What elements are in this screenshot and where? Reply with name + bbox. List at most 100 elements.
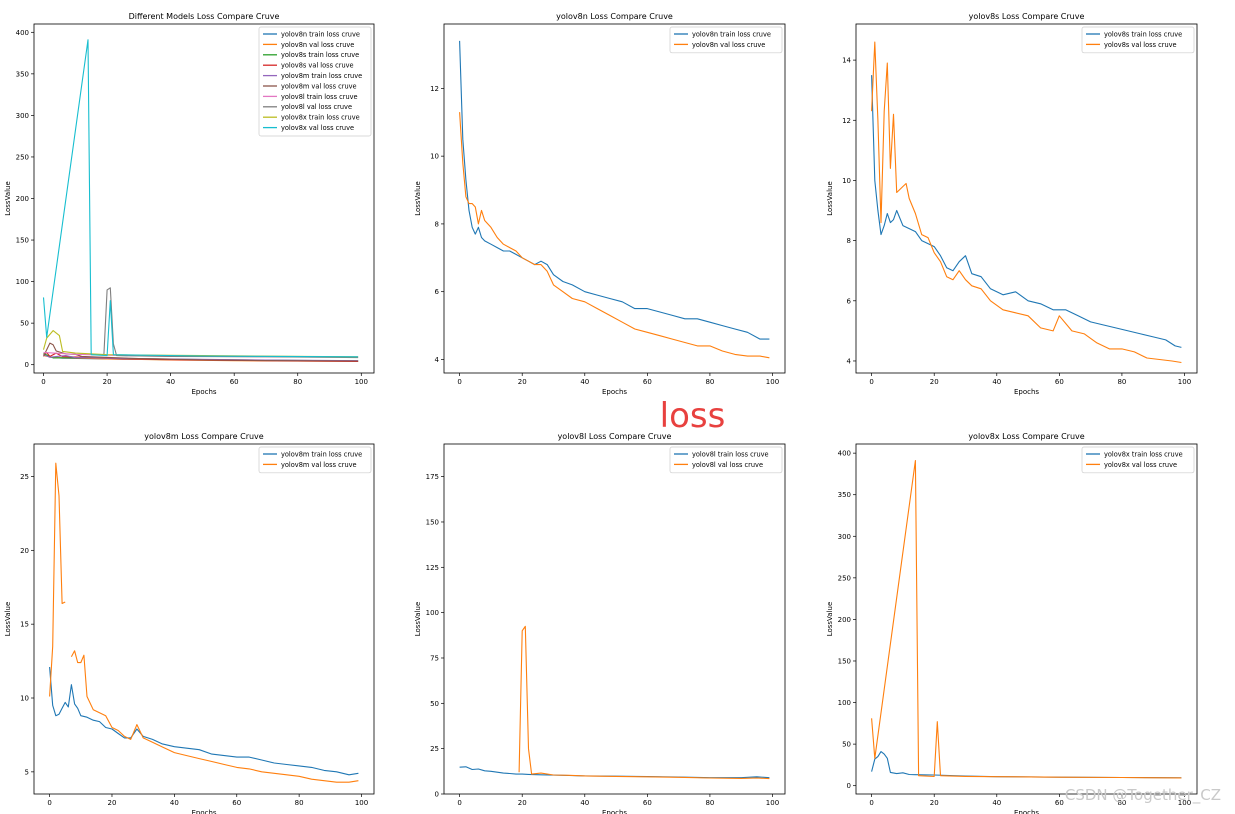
csdn-watermark: CSDN @Together_CZ (1064, 786, 1221, 804)
chart-1: yolov8n Loss Compare Cruve 0 20 40 60 80 100 4 6… (414, 12, 786, 396)
y-tick-label: 300 (16, 112, 29, 120)
legend-entry: yolov8m val loss cruve (281, 82, 357, 90)
y-tick-label: 5 (25, 768, 29, 776)
x-tick-label: 100 (355, 799, 368, 807)
legend-entry: yolov8n val loss cruve (281, 41, 354, 49)
x-axis-label: Epochs (191, 809, 216, 814)
series-line-9 (42, 39, 359, 358)
x-tick-label: 80 (1117, 799, 1126, 807)
x-tick-label: 60 (643, 799, 652, 807)
chart-2: yolov8s Loss Compare Cruve 0 20 40 60 80 100 4 6… (826, 12, 1198, 396)
x-axis-label: Epochs (191, 388, 216, 396)
legend-entry: yolov8x train loss cruve (281, 114, 360, 122)
y-tick-label: 200 (838, 616, 851, 624)
y-axis-label: LossValue (414, 602, 422, 637)
series-line-0 (871, 75, 1182, 348)
y-tick-label: 20 (20, 547, 29, 555)
y-tick-label: 8 (847, 237, 851, 245)
series-line-1 (871, 41, 1182, 364)
legend-entry: yolov8s train loss cruve (1104, 30, 1182, 38)
legend-entry: yolov8s val loss cruve (1104, 41, 1177, 49)
legend-entry: yolov8s val loss cruve (281, 62, 354, 70)
y-tick-label: 12 (842, 117, 851, 125)
chart-title: yolov8x Loss Compare Cruve (968, 432, 1084, 441)
y-tick-label: 10 (430, 153, 439, 161)
axes-frame (443, 443, 786, 795)
legend-entry: yolov8l train loss cruve (281, 93, 358, 101)
y-tick-label: 75 (430, 654, 439, 662)
x-tick-label: 0 (457, 799, 461, 807)
y-tick-label: 200 (16, 195, 29, 203)
y-tick-label: 100 (16, 278, 29, 286)
legend-entry: yolov8m val loss cruve (281, 461, 357, 469)
x-tick-label: 40 (580, 378, 589, 386)
legend-entry: yolov8l train loss cruve (692, 450, 769, 458)
legend-entry: yolov8x val loss cruve (1104, 461, 1177, 469)
axes-frame (855, 23, 1198, 374)
x-tick-label: 40 (580, 799, 589, 807)
loss-center-label: loss (659, 396, 726, 436)
y-axis-label: LossValue (4, 602, 12, 637)
y-tick-label: 0 (25, 361, 29, 369)
x-tick-label: 100 (766, 799, 779, 807)
x-tick-label: 80 (295, 799, 304, 807)
x-tick-label: 40 (166, 378, 175, 386)
legend-entry: yolov8n val loss cruve (692, 41, 765, 49)
y-tick-label: 250 (838, 574, 851, 582)
series-line-1 (459, 112, 770, 359)
chart-title: Different Models Loss Compare Cruve (129, 12, 280, 21)
y-tick-label: 150 (838, 657, 851, 665)
x-tick-label: 60 (230, 378, 239, 386)
x-tick-label: 40 (992, 378, 1001, 386)
y-tick-label: 25 (20, 473, 29, 481)
x-tick-label: 40 (170, 799, 179, 807)
y-tick-label: 125 (426, 564, 439, 572)
y-tick-label: 8 (435, 220, 439, 228)
y-tick-label: 175 (426, 473, 439, 481)
y-tick-label: 6 (847, 297, 852, 305)
y-axis-label: LossValue (826, 181, 834, 216)
legend-box (1081, 446, 1195, 474)
y-tick-label: 15 (20, 621, 29, 629)
y-tick-label: 350 (16, 70, 29, 78)
y-tick-label: 250 (16, 153, 29, 161)
x-tick-label: 80 (1117, 378, 1126, 386)
x-tick-label: 60 (643, 378, 652, 386)
axes-frame (855, 443, 1198, 795)
x-tick-label: 100 (1178, 799, 1191, 807)
x-tick-label: 20 (930, 378, 939, 386)
y-tick-label: 10 (20, 695, 29, 703)
y-tick-label: 100 (426, 609, 439, 617)
y-tick-label: 300 (838, 533, 851, 541)
series-line-0 (459, 40, 770, 340)
x-tick-label: 20 (518, 799, 527, 807)
series-line-7 (103, 287, 359, 359)
x-tick-label: 40 (992, 799, 1001, 807)
x-tick-label: 100 (766, 378, 779, 386)
x-axis-label: Epochs (602, 809, 627, 814)
x-tick-label: 60 (1055, 378, 1064, 386)
series-line-1 (871, 460, 1182, 779)
y-tick-label: 50 (430, 700, 439, 708)
x-axis-label: Epochs (602, 388, 627, 396)
legend-entry: yolov8m train loss cruve (281, 72, 362, 80)
x-tick-label: 80 (705, 378, 714, 386)
legend-entry: yolov8n train loss cruve (281, 30, 360, 38)
chart-3: yolov8m Loss Compare Cruve 0 20 40 60 80 100 5 1… (4, 432, 375, 814)
chart-0: Different Models Loss Compare Cruve 0 20 40… (4, 12, 375, 396)
y-tick-label: 12 (430, 85, 439, 93)
y-tick-label: 0 (847, 782, 851, 790)
legend-entry: yolov8l val loss cruve (692, 461, 763, 469)
x-tick-label: 60 (1055, 799, 1064, 807)
legend-box (669, 446, 783, 474)
x-tick-label: 80 (705, 799, 714, 807)
y-tick-label: 50 (842, 741, 851, 749)
legend-entry: yolov8x val loss cruve (281, 124, 354, 132)
y-tick-label: 10 (842, 177, 851, 185)
x-tick-label: 20 (930, 799, 939, 807)
legend-entry: yolov8l val loss cruve (281, 103, 352, 111)
legend-entry: yolov8x train loss cruve (1104, 450, 1183, 458)
chart-title: yolov8m Loss Compare Cruve (144, 432, 264, 441)
x-tick-label: 0 (869, 378, 873, 386)
x-tick-label: 60 (232, 799, 241, 807)
